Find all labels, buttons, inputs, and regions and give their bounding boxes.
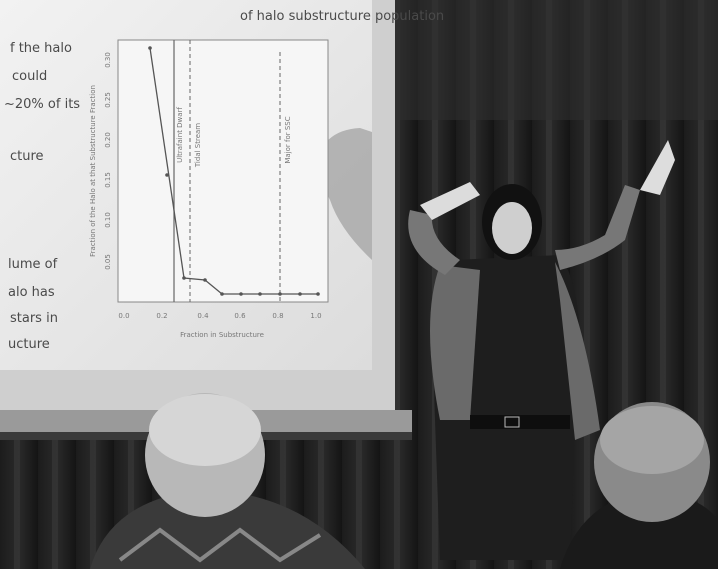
x-axis-label: Fraction in Substructure — [180, 331, 264, 339]
y-tick-label: 0.05 — [104, 254, 112, 270]
slide-text: ucture — [8, 337, 50, 352]
slide-text: cture — [10, 149, 44, 164]
photo: of halo substructure population f the ha… — [0, 0, 718, 569]
slide-text: f the halo — [10, 41, 72, 56]
y-tick-label: 0.20 — [104, 132, 112, 148]
slide-text: could — [12, 69, 47, 84]
slide-text: lume of — [8, 257, 58, 272]
slide-title: of halo substructure population — [240, 9, 444, 24]
x-tick-label: 0.4 — [197, 312, 209, 320]
x-tick-label: 0.0 — [118, 312, 129, 320]
y-tick-label: 0.15 — [104, 172, 112, 188]
x-tick-label: 0.6 — [234, 312, 246, 320]
annotation: Tidal Stream — [194, 123, 202, 168]
x-tick-label: 1.0 — [310, 312, 321, 320]
annotation: Major for SSC — [284, 116, 292, 163]
y-tick-label: 0.10 — [104, 212, 112, 228]
slide-text: alo has — [8, 285, 55, 300]
plot-frame — [118, 40, 328, 302]
slide-text: stars in — [10, 311, 58, 326]
y-tick-label: 0.25 — [104, 92, 112, 108]
y-axis-label: Fraction of the Halo at that Substructur… — [89, 85, 97, 257]
x-tick-label: 0.2 — [156, 312, 167, 320]
slide-text: ~20% of its — [4, 97, 80, 112]
y-tick-label: 0.30 — [104, 52, 112, 68]
x-tick-label: 0.8 — [272, 312, 283, 320]
annotation: Ultrafaint Dwarf — [176, 107, 184, 163]
